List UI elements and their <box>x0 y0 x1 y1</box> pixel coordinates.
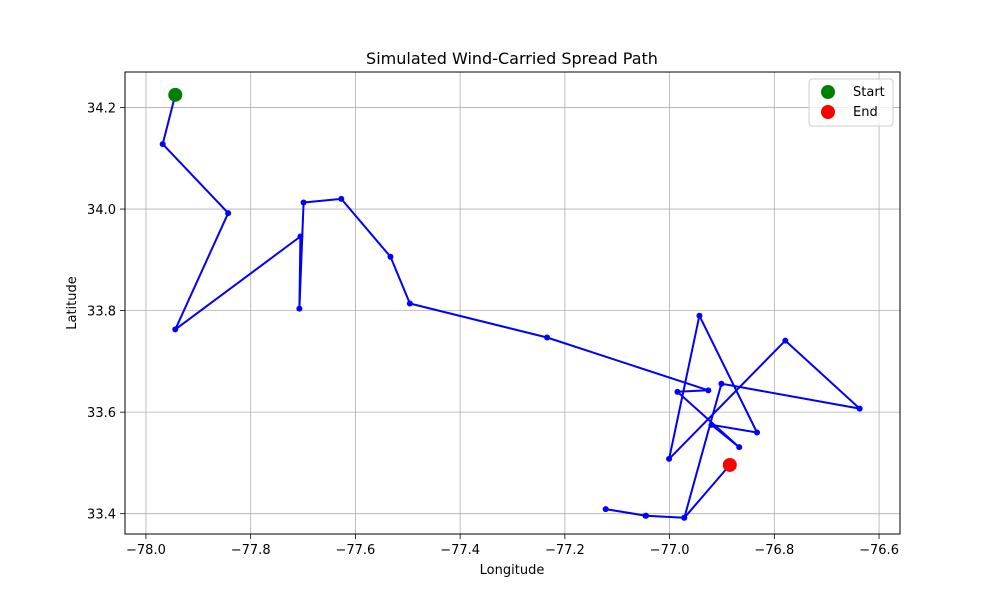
path-point <box>643 512 650 519</box>
path-point <box>705 387 712 394</box>
path-point <box>681 514 688 521</box>
y-axis-label: Latitude <box>65 276 80 330</box>
legend-start-label: Start <box>853 85 885 100</box>
grid <box>125 72 900 534</box>
path-point <box>172 326 179 333</box>
path-point <box>754 429 761 436</box>
x-axis-label: Longitude <box>480 563 545 578</box>
x-tick-label: −77.2 <box>545 543 585 558</box>
path-point <box>300 199 307 206</box>
y-tick-label: 33.4 <box>87 508 116 523</box>
legend-end-label: End <box>853 105 878 120</box>
y-axis-ticks: 33.4 33.6 33.8 34.0 34.2 <box>87 102 125 523</box>
marker-layer <box>168 87 737 472</box>
path-point <box>666 455 673 462</box>
path-point <box>718 380 725 387</box>
x-tick-label: −77.4 <box>440 543 480 558</box>
x-tick-label: −78.0 <box>126 543 166 558</box>
end-marker <box>722 457 737 472</box>
x-tick-label: −77.6 <box>335 543 375 558</box>
path-point <box>159 141 166 148</box>
x-tick-label: −76.8 <box>754 543 794 558</box>
y-tick-label: 34.2 <box>87 102 116 117</box>
path-point <box>544 334 551 341</box>
path-point <box>708 421 715 428</box>
legend: Start End <box>808 78 894 127</box>
legend-end-swatch <box>821 105 835 119</box>
path-point <box>297 233 304 240</box>
path-point <box>225 210 232 217</box>
x-tick-label: −76.6 <box>859 543 899 558</box>
x-tick-label: −77.0 <box>650 543 690 558</box>
path-point <box>602 506 609 513</box>
y-tick-label: 34.0 <box>87 203 116 218</box>
plot-frame <box>124 71 901 535</box>
path-point <box>736 444 743 451</box>
path-point <box>696 312 703 319</box>
y-tick-label: 33.8 <box>87 305 116 320</box>
x-tick-label: −77.8 <box>231 543 271 558</box>
y-tick-label: 33.6 <box>87 406 116 421</box>
path-point <box>782 337 789 344</box>
path-point <box>406 300 413 307</box>
start-marker <box>168 87 183 102</box>
x-axis-ticks: −78.0 −77.8 −77.6 −77.4 −77.2 −77.0 −76.8 −76.6 <box>126 534 899 558</box>
path-point <box>296 305 303 312</box>
path-point <box>674 388 681 395</box>
legend-start-swatch <box>821 85 835 99</box>
chart-title: Simulated Wind-Carried Spread Path <box>366 49 658 68</box>
path-point <box>387 253 394 260</box>
path-point <box>856 405 863 412</box>
path-point <box>338 195 345 202</box>
